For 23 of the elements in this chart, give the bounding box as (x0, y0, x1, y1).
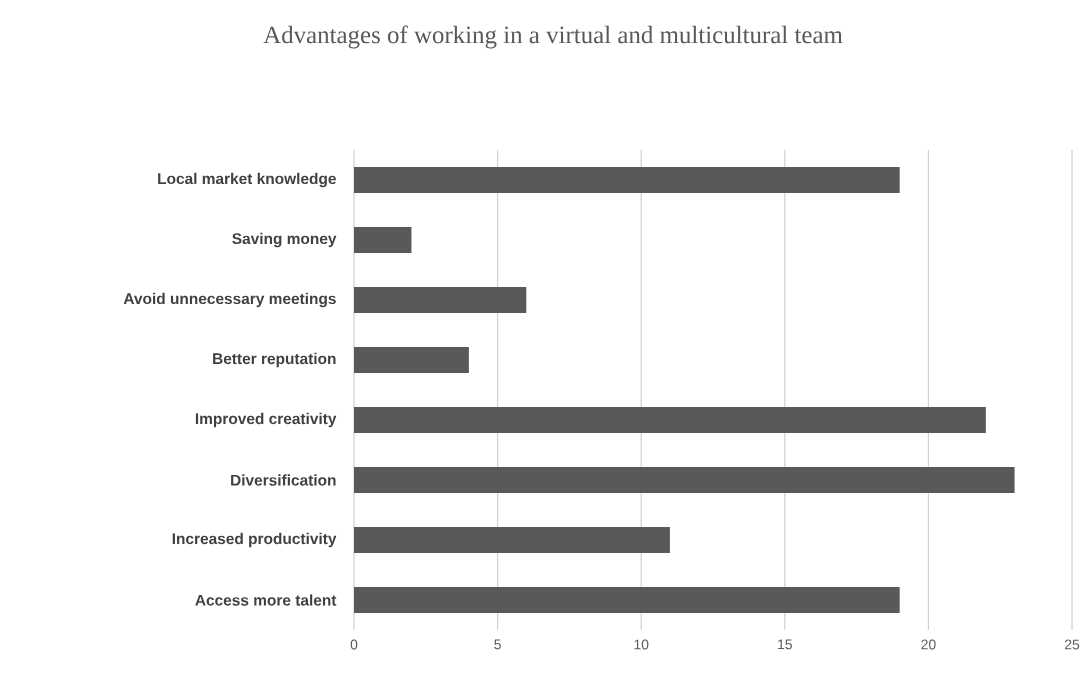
x-tick-label: 25 (1064, 639, 1080, 650)
y-tick-label: Diversification (231, 474, 336, 486)
y-tick-label: Access more talent (195, 594, 337, 606)
y-tick-label: Better reputation (213, 352, 336, 368)
x-tick-label: 10 (634, 639, 649, 650)
y-tick-label: Improved creativity (195, 412, 337, 428)
x-tick-label: 0 (350, 639, 358, 650)
bar (354, 407, 986, 433)
x-tick-label: 15 (778, 639, 792, 650)
bar (354, 347, 469, 373)
bar (354, 227, 412, 253)
bar (354, 587, 900, 613)
bar (354, 287, 527, 313)
x-tick-label: 5 (494, 639, 501, 650)
bar (354, 167, 900, 193)
y-tick-label: Avoid unnecessary meetings (123, 292, 336, 308)
y-tick-label: Local market knowledge (158, 172, 336, 188)
x-tick-label: 20 (921, 639, 936, 650)
bar (354, 467, 1015, 493)
y-tick-label: Increased productivity (172, 532, 337, 548)
chart-title: Advantages of working in a virtual and multicultural team (263, 25, 843, 49)
y-tick-label: Saving money (232, 232, 337, 248)
bar (354, 527, 670, 553)
